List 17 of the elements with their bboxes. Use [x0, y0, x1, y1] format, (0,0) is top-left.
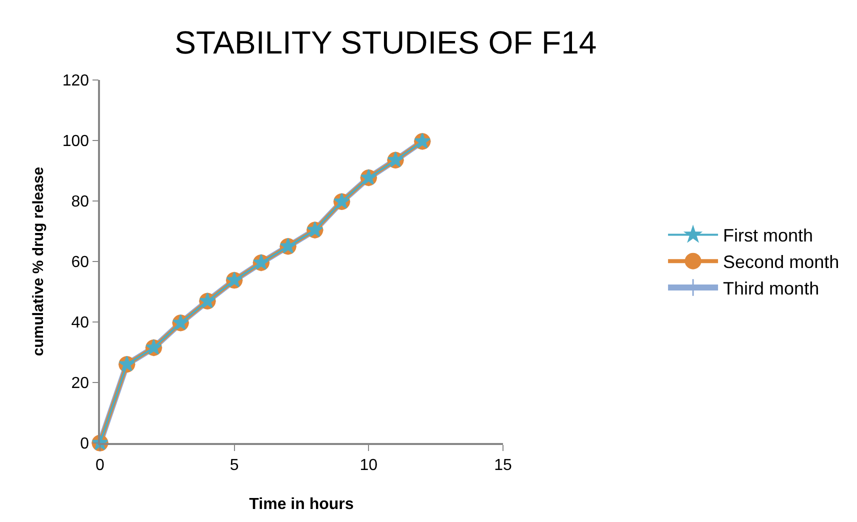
x-tick-label: 15 [494, 456, 512, 474]
y-tick-label: 0 [80, 436, 90, 453]
legend-label: Third month [723, 278, 820, 299]
legend-label: Second month [723, 252, 840, 272]
y-tick-label: 100 [62, 133, 90, 150]
chart-title: STABILITY STUDIES OF F14 [174, 24, 597, 61]
x-tick-label: 10 [360, 456, 378, 474]
y-tick-label: 40 [71, 314, 90, 332]
y-tick-label: 80 [71, 194, 90, 211]
legend-label: First month [723, 226, 814, 246]
x-tick-label: 5 [230, 456, 239, 474]
y-axis-title: cumulative % drug release [30, 166, 48, 356]
y-tick-label: 60 [71, 254, 90, 272]
x-tick-label: 0 [96, 456, 105, 474]
y-tick-label: 120 [62, 72, 90, 90]
x-axis-title: Time in hours [249, 496, 354, 514]
y-tick-label: 20 [71, 375, 90, 392]
